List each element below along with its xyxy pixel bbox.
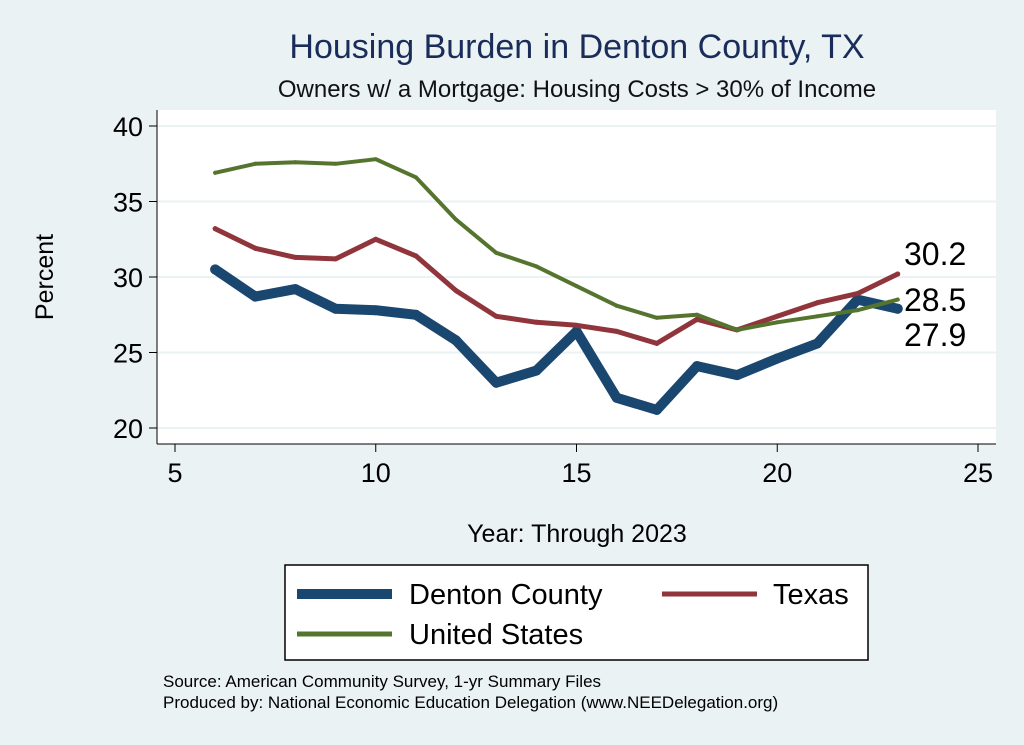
data-point-texas (413, 253, 419, 259)
producer-note: Produced by: National Economic Education… (163, 693, 778, 712)
data-point-denton-county (812, 338, 823, 349)
gridlines (157, 125, 996, 429)
data-point-denton-county (611, 392, 622, 403)
data-point-texas (654, 340, 660, 346)
data-point-texas (252, 245, 258, 251)
y-tick-label: 20 (113, 414, 143, 444)
data-point-texas (533, 319, 539, 325)
data-point-denton-county (330, 303, 341, 314)
data-point-united-states (815, 314, 820, 319)
data-point-united-states (735, 327, 740, 332)
data-point-texas (292, 254, 298, 260)
data-point-denton-county (691, 361, 702, 372)
data-point-texas (614, 328, 620, 334)
data-point-texas (333, 256, 339, 262)
series-line-united-states (213, 157, 900, 332)
data-point-denton-county (290, 284, 301, 295)
data-point-denton-county (651, 404, 662, 415)
data-point-united-states (614, 303, 619, 308)
data-point-united-states (333, 161, 338, 166)
y-axis-ticks: 20 25 30 35 40 (113, 112, 157, 444)
x-axis-ticks: 5 10 15 20 25 (167, 444, 993, 488)
data-point-texas (895, 271, 901, 277)
data-point-united-states (213, 170, 218, 175)
series-line-denton-county (210, 264, 903, 415)
legend-label-denton-county: Denton County (409, 579, 603, 611)
data-point-united-states (574, 284, 579, 289)
data-point-united-states (855, 308, 860, 313)
source-note: Source: American Community Survey, 1-yr … (163, 672, 601, 691)
legend: Denton County Texas United States (284, 564, 869, 661)
end-labels: 27.9 30.2 28.5 (904, 236, 966, 353)
x-tick-label: 20 (762, 458, 792, 488)
data-point-united-states (654, 315, 659, 320)
data-point-united-states (253, 161, 258, 166)
data-point-denton-county (772, 353, 783, 364)
y-tick-label: 25 (113, 339, 143, 369)
data-point-united-states (534, 264, 539, 269)
legend-label-texas: Texas (773, 579, 849, 611)
series-lines (210, 157, 903, 415)
legend-box (284, 564, 869, 661)
data-point-denton-county (410, 309, 421, 320)
data-point-denton-county (370, 305, 381, 316)
y-tick-label: 30 (113, 263, 143, 293)
data-point-texas (493, 313, 499, 319)
data-point-denton-county (571, 326, 582, 337)
series-line-texas (212, 226, 901, 346)
data-point-texas (212, 226, 218, 232)
legend-label-united-states: United States (409, 619, 583, 651)
x-tick-label: 25 (963, 458, 993, 488)
data-point-denton-county (892, 303, 903, 314)
data-point-texas (774, 313, 780, 319)
data-point-texas (373, 236, 379, 242)
chart-subtitle: Owners w/ a Mortgage: Housing Costs > 30… (278, 76, 876, 103)
end-label-texas: 30.2 (904, 236, 966, 272)
data-point-denton-county (852, 294, 863, 305)
data-point-denton-county (451, 335, 462, 346)
data-point-united-states (454, 217, 459, 222)
y-axis-title: Percent (31, 234, 59, 320)
data-point-united-states (413, 175, 418, 180)
x-tick-label: 10 (361, 458, 391, 488)
data-point-denton-county (250, 291, 261, 302)
data-point-united-states (895, 297, 900, 302)
data-point-united-states (373, 157, 378, 162)
data-point-united-states (775, 320, 780, 325)
end-label-denton-county: 27.9 (904, 317, 966, 353)
data-point-united-states (694, 312, 699, 317)
y-tick-label: 35 (113, 188, 143, 218)
data-point-united-states (293, 160, 298, 165)
y-tick-label: 40 (113, 112, 143, 142)
data-point-texas (453, 288, 459, 294)
data-point-texas (574, 322, 579, 328)
x-tick-label: 5 (167, 458, 182, 488)
data-point-texas (814, 300, 820, 306)
data-point-denton-county (210, 264, 221, 275)
x-tick-label: 15 (561, 458, 591, 488)
data-point-texas (855, 291, 861, 297)
data-point-denton-county (732, 370, 743, 381)
end-label-united-states: 28.5 (904, 282, 966, 318)
data-point-texas (694, 316, 700, 322)
data-point-denton-county (491, 377, 502, 388)
data-point-denton-county (531, 365, 542, 376)
chart-title: Housing Burden in Denton County, TX (289, 28, 864, 66)
x-axis-title: Year: Through 2023 (467, 520, 687, 548)
data-point-united-states (494, 250, 499, 255)
